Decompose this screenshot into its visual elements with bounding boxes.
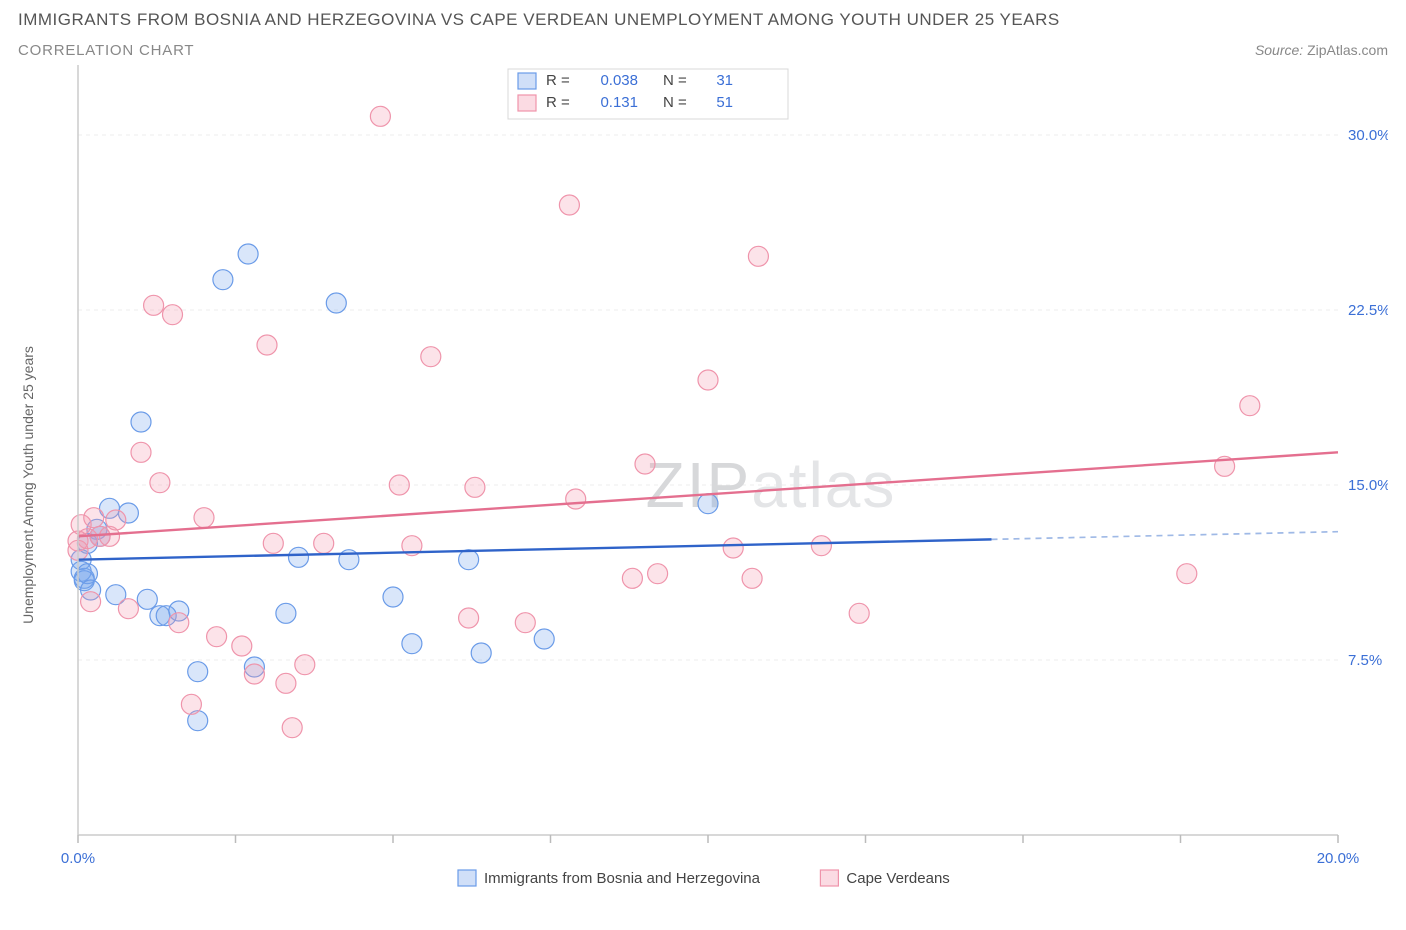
data-point xyxy=(811,536,831,556)
data-point xyxy=(257,335,277,355)
legend-r-label: R = xyxy=(546,94,570,111)
data-point xyxy=(1177,564,1197,584)
data-point xyxy=(465,477,485,497)
legend-r-value: 0.038 xyxy=(600,72,638,89)
data-point xyxy=(635,454,655,474)
data-point xyxy=(295,655,315,675)
data-point xyxy=(1240,396,1260,416)
data-point xyxy=(118,599,138,619)
data-point xyxy=(459,550,479,570)
data-point xyxy=(194,508,214,528)
y-tick-label: 15.0% xyxy=(1348,477,1388,494)
legend-swatch xyxy=(518,73,536,89)
trend-line-extrapolated xyxy=(992,532,1339,540)
data-point xyxy=(742,568,762,588)
series-legend-label: Cape Verdeans xyxy=(846,870,949,887)
data-point xyxy=(144,295,164,315)
data-point xyxy=(81,592,101,612)
data-point xyxy=(131,412,151,432)
data-point xyxy=(207,627,227,647)
legend-swatch xyxy=(458,870,476,886)
data-point xyxy=(137,589,157,609)
data-point xyxy=(402,634,422,654)
y-tick-label: 30.0% xyxy=(1348,127,1388,144)
data-point xyxy=(213,270,233,290)
source-credit: Source: ZipAtlas.com xyxy=(1255,42,1388,58)
series-legend-label: Immigrants from Bosnia and Herzegovina xyxy=(484,870,761,887)
subtitle-row: CORRELATION CHART Source: ZipAtlas.com xyxy=(18,42,1388,59)
data-point xyxy=(188,662,208,682)
chart-title: IMMIGRANTS FROM BOSNIA AND HERZEGOVINA V… xyxy=(18,10,1388,30)
chart-container: Unemployment Among Youth under 25 years … xyxy=(18,65,1388,905)
y-tick-label: 22.5% xyxy=(1348,302,1388,319)
data-point xyxy=(106,510,126,530)
legend-swatch xyxy=(820,870,838,886)
legend-r-label: R = xyxy=(546,72,570,89)
data-point xyxy=(383,587,403,607)
data-point xyxy=(163,305,183,325)
chart-subtitle: CORRELATION CHART xyxy=(18,42,194,59)
data-point xyxy=(723,538,743,558)
legend-n-value: 31 xyxy=(716,72,733,89)
legend-n-label: N = xyxy=(663,94,687,111)
y-tick-label: 7.5% xyxy=(1348,652,1382,669)
data-point xyxy=(282,718,302,738)
data-point xyxy=(244,664,264,684)
data-point xyxy=(849,603,869,623)
data-point xyxy=(276,603,296,623)
data-point xyxy=(238,244,258,264)
data-point xyxy=(169,613,189,633)
data-point xyxy=(559,195,579,215)
data-point xyxy=(263,533,283,553)
data-point xyxy=(566,489,586,509)
legend-n-value: 51 xyxy=(716,94,733,111)
data-point xyxy=(515,613,535,633)
data-point xyxy=(748,246,768,266)
x-tick-label: 0.0% xyxy=(61,850,95,867)
data-point xyxy=(150,473,170,493)
correlation-scatter-chart: ZIPatlas0.0%20.0%7.5%15.0%22.5%30.0%R =0… xyxy=(18,65,1388,905)
data-point xyxy=(131,442,151,462)
legend-r-value: 0.131 xyxy=(600,94,638,111)
source-value: ZipAtlas.com xyxy=(1307,42,1388,58)
legend-n-label: N = xyxy=(663,72,687,89)
data-point xyxy=(232,636,252,656)
source-label: Source: xyxy=(1255,42,1303,58)
data-point xyxy=(622,568,642,588)
data-point xyxy=(459,608,479,628)
data-point xyxy=(389,475,409,495)
data-point xyxy=(648,564,668,584)
data-point xyxy=(698,370,718,390)
y-axis-label: Unemployment Among Youth under 25 years xyxy=(20,346,36,624)
data-point xyxy=(276,673,296,693)
data-point xyxy=(370,106,390,126)
data-point xyxy=(289,547,309,567)
legend-swatch xyxy=(518,95,536,111)
data-point xyxy=(314,533,334,553)
data-point xyxy=(471,643,491,663)
data-point xyxy=(326,293,346,313)
x-tick-label: 20.0% xyxy=(1317,850,1360,867)
data-point xyxy=(698,494,718,514)
data-point xyxy=(84,508,104,528)
trend-line xyxy=(78,539,992,559)
data-point xyxy=(534,629,554,649)
data-point xyxy=(181,694,201,714)
data-point xyxy=(421,347,441,367)
